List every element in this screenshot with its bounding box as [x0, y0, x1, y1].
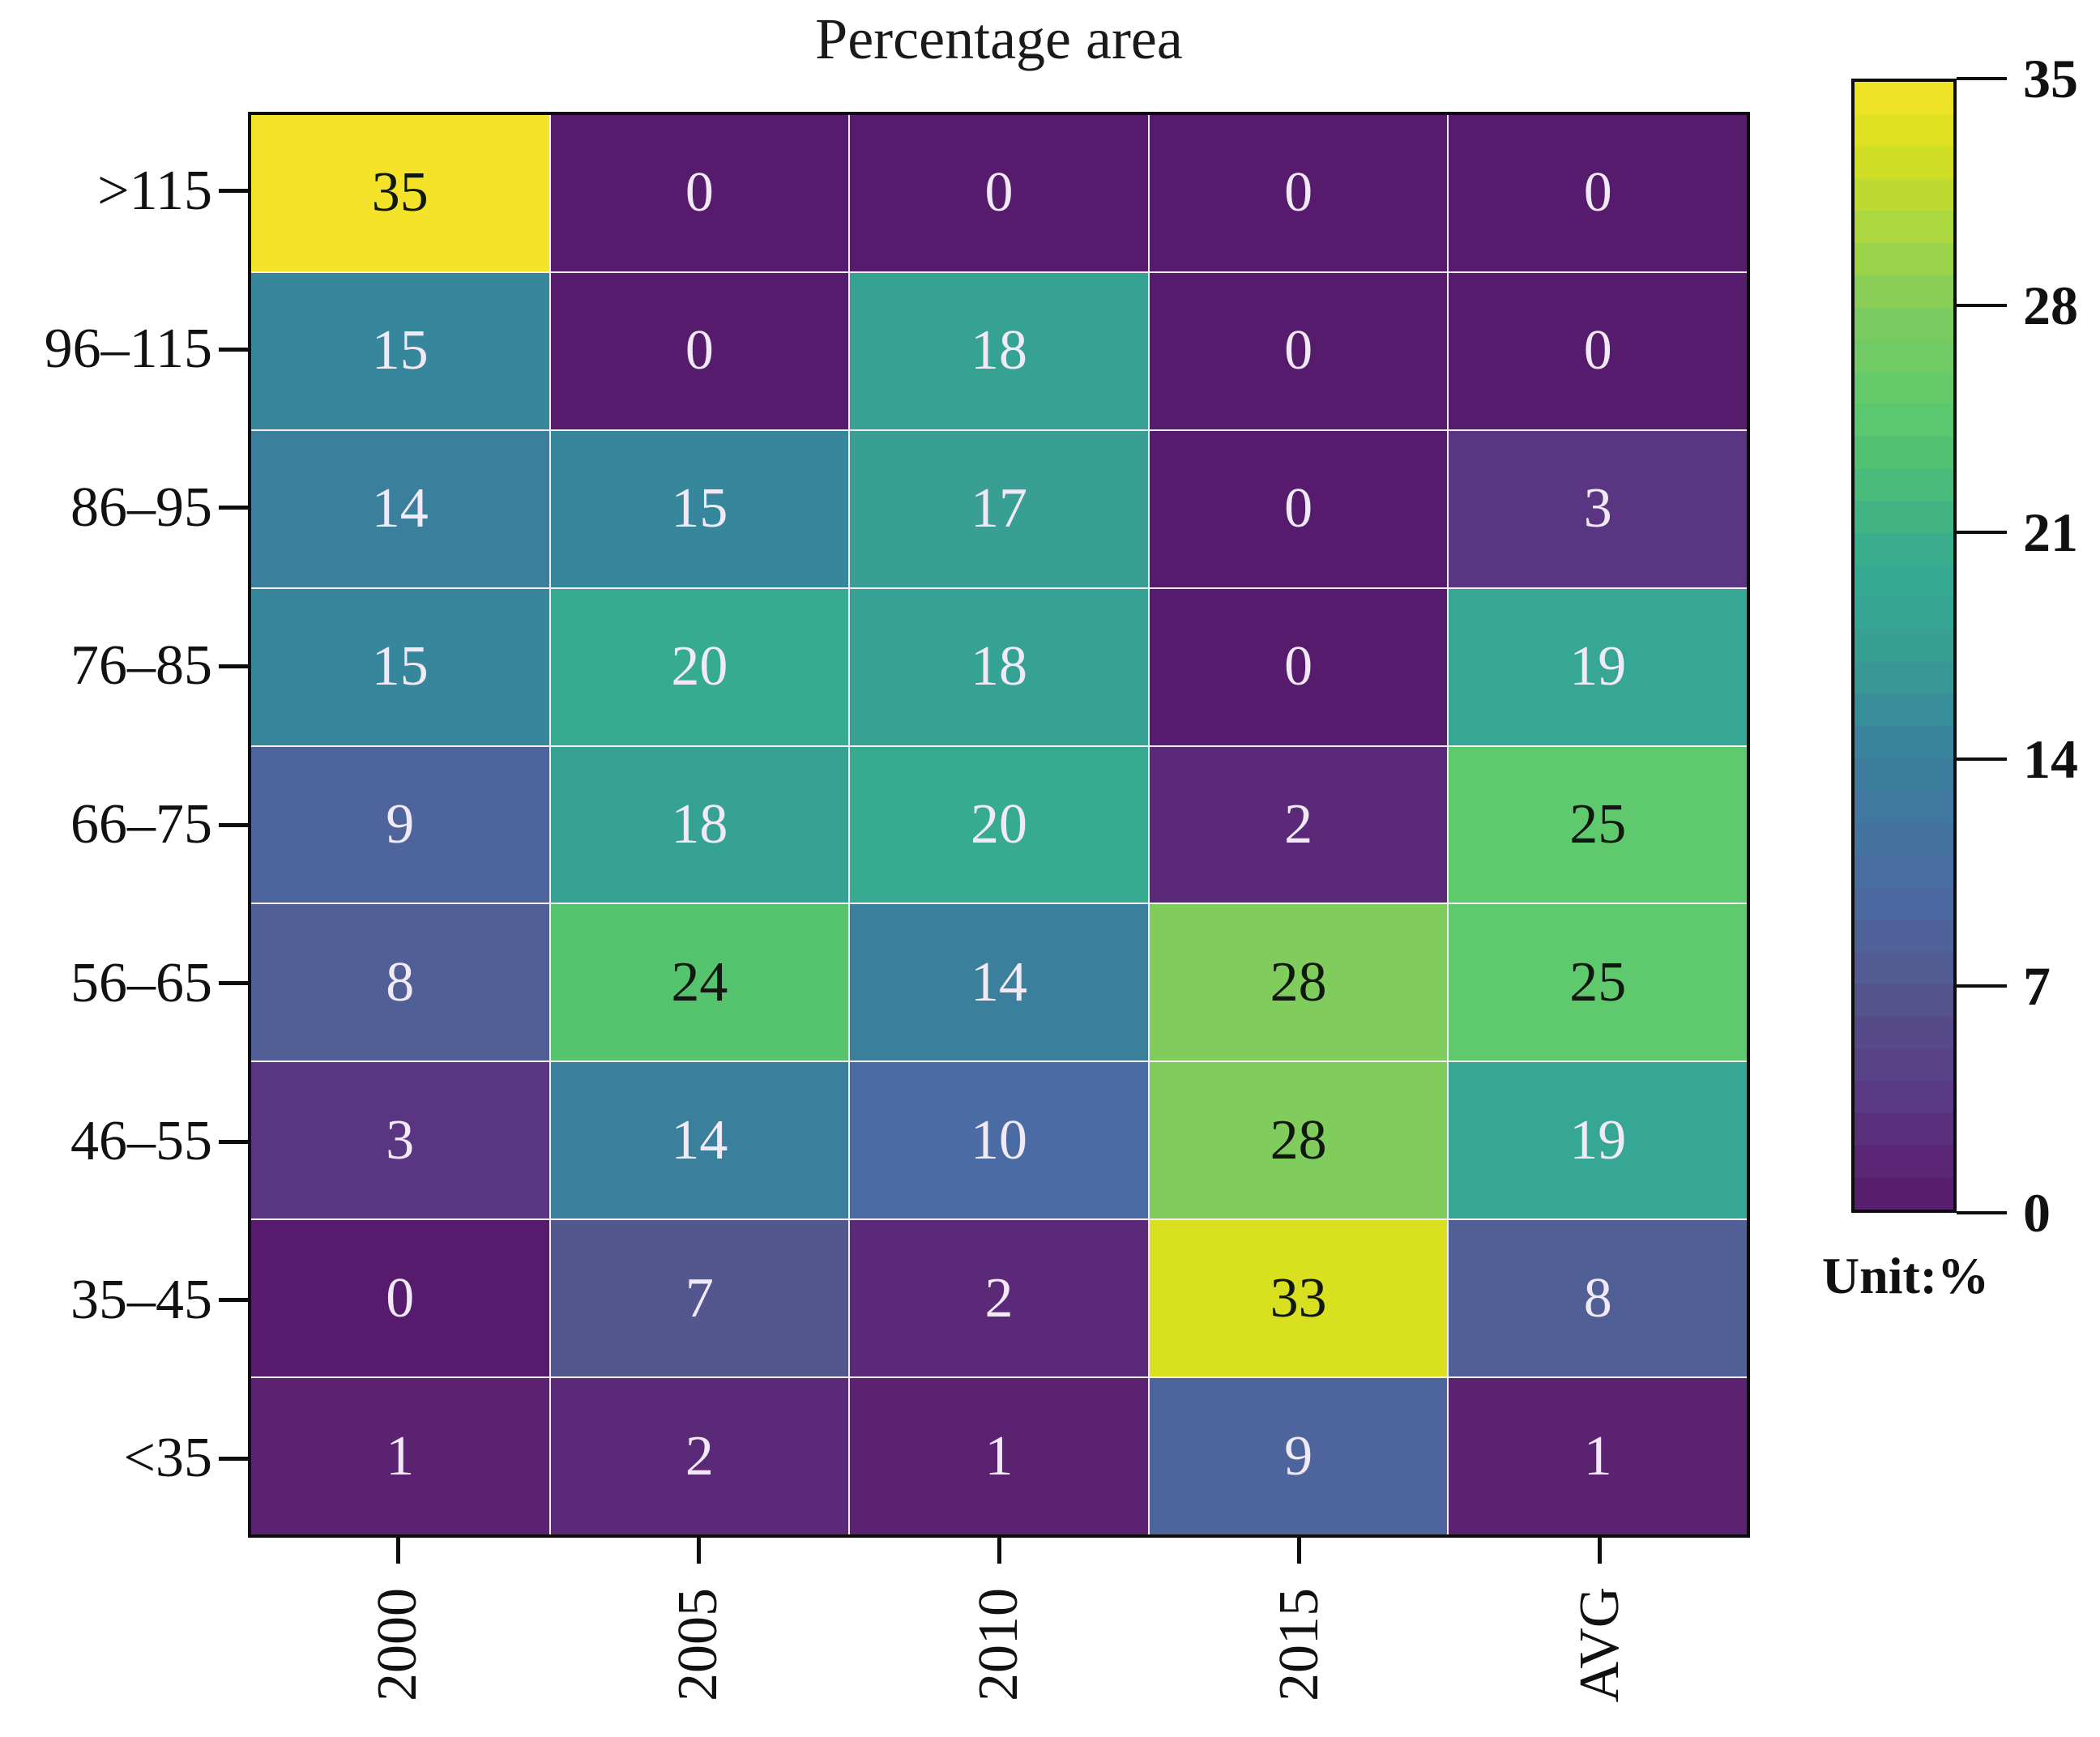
heatmap-cell: 18	[550, 746, 849, 903]
heatmap-cell: 7	[550, 1220, 849, 1377]
y-tick-label: 86–95	[70, 476, 212, 539]
y-tick	[219, 506, 248, 510]
colorbar-unit-label: Unit:%	[1821, 1247, 1990, 1304]
y-tick-label: <35	[123, 1427, 212, 1490]
heatmap-cell: 1	[850, 1378, 1148, 1534]
y-tick-label: 76–85	[70, 634, 212, 698]
heatmap-grid: 35 0 0 0 0 15 0 18 0 0 14 15 17 0 3 15 20 18 0 19 9 18 20 2 25 8 2…	[251, 115, 1747, 1534]
heatmap-plot: 35 0 0 0 0 15 0 18 0 0 14 15 17 0 3 15 20 18 0 19 9 18 20 2 25 8 2…	[248, 112, 1750, 1538]
y-tick	[219, 189, 248, 194]
y-tick	[219, 1456, 248, 1461]
heatmap-cell: 0	[1149, 115, 1448, 271]
heatmap-cell: 8	[1449, 1220, 1747, 1377]
y-tick	[219, 1298, 248, 1303]
heatmap-cell: 0	[1149, 430, 1448, 587]
heatmap-cell: 19	[1449, 588, 1747, 745]
heatmap-cell: 8	[251, 904, 549, 1061]
heatmap-cell: 0	[1449, 272, 1747, 429]
heatmap-cell: 0	[550, 115, 849, 271]
colorbar-tick	[1957, 304, 2007, 307]
y-tick	[219, 664, 248, 668]
colorbar-tick-label: 0	[2023, 1182, 2051, 1244]
y-tick-label: >115	[97, 159, 212, 222]
x-tick-label: 2015	[1267, 1588, 1330, 1701]
heatmap-cell: 3	[1449, 430, 1747, 587]
heatmap-cell: 10	[850, 1062, 1148, 1219]
heatmap-cell: 15	[251, 588, 549, 745]
colorbar-tick-label: 28	[2023, 275, 2078, 336]
colorbar-gradient	[1855, 82, 1953, 1210]
x-tick-label: 2005	[667, 1588, 730, 1701]
heatmap-cell: 20	[850, 746, 1148, 903]
heatmap-cell: 1	[251, 1378, 549, 1534]
y-tick	[219, 347, 248, 352]
y-tick-label: 46–55	[70, 1110, 212, 1173]
x-tick-label: AVG	[1568, 1586, 1631, 1703]
colorbar-tick	[1957, 984, 2007, 988]
heatmap-cell: 2	[850, 1220, 1148, 1377]
colorbar-tick	[1957, 531, 2007, 534]
heatmap-cell: 35	[251, 115, 549, 271]
x-tick-label: 2010	[967, 1588, 1030, 1701]
colorbar-tick-label: 14	[2023, 728, 2078, 790]
heatmap-cell: 15	[251, 272, 549, 429]
x-tick-label: 2000	[366, 1588, 429, 1701]
heatmap-cell: 17	[850, 430, 1148, 587]
colorbar-tick	[1957, 77, 2007, 80]
heatmap-cell: 0	[550, 272, 849, 429]
heatmap-cell: 19	[1449, 1062, 1747, 1219]
heatmap-cell: 20	[550, 588, 849, 745]
heatmap-cell: 18	[850, 272, 1148, 429]
heatmap-cell: 15	[550, 430, 849, 587]
x-tick	[696, 1538, 701, 1564]
heatmap-cell: 2	[550, 1378, 849, 1534]
heatmap-cell: 24	[550, 904, 849, 1061]
x-tick	[1297, 1538, 1302, 1564]
heatmap-cell: 0	[850, 115, 1148, 271]
heatmap-cell: 28	[1149, 904, 1448, 1061]
y-tick-label: 56–65	[70, 951, 212, 1014]
y-tick-label: 96–115	[44, 318, 212, 381]
heatmap-cell: 14	[850, 904, 1148, 1061]
heatmap-cell: 25	[1449, 904, 1747, 1061]
heatmap-cell: 1	[1449, 1378, 1747, 1534]
y-tick	[219, 1139, 248, 1144]
y-tick-label: 66–75	[70, 793, 212, 856]
colorbar-tick	[1957, 1211, 2007, 1214]
x-tick	[1598, 1538, 1603, 1564]
colorbar-tick-label: 21	[2023, 501, 2078, 563]
heatmap-cell: 33	[1149, 1220, 1448, 1377]
heatmap-cell: 14	[251, 430, 549, 587]
heatmap-cell: 0	[1149, 272, 1448, 429]
colorbar-tick-label: 7	[2023, 955, 2051, 1017]
heatmap-cell: 9	[251, 746, 549, 903]
colorbar	[1851, 79, 1957, 1213]
chart-title: Percentage area	[815, 6, 1183, 71]
y-tick-label: 35–45	[70, 1268, 212, 1331]
heatmap-cell: 28	[1149, 1062, 1448, 1219]
heatmap-cell: 18	[850, 588, 1148, 745]
heatmap-cell: 0	[1149, 588, 1448, 745]
heatmap-cell: 3	[251, 1062, 549, 1219]
heatmap-cell: 0	[251, 1220, 549, 1377]
colorbar-tick-label: 35	[2023, 48, 2078, 109]
heatmap-cell: 2	[1149, 746, 1448, 903]
colorbar-tick	[1957, 758, 2007, 761]
x-tick	[395, 1538, 400, 1564]
y-tick	[219, 981, 248, 986]
heatmap-cell: 0	[1449, 115, 1747, 271]
y-tick	[219, 822, 248, 827]
heatmap-cell: 14	[550, 1062, 849, 1219]
heatmap-cell: 9	[1149, 1378, 1448, 1534]
heatmap-cell: 25	[1449, 746, 1747, 903]
x-tick	[997, 1538, 1001, 1564]
